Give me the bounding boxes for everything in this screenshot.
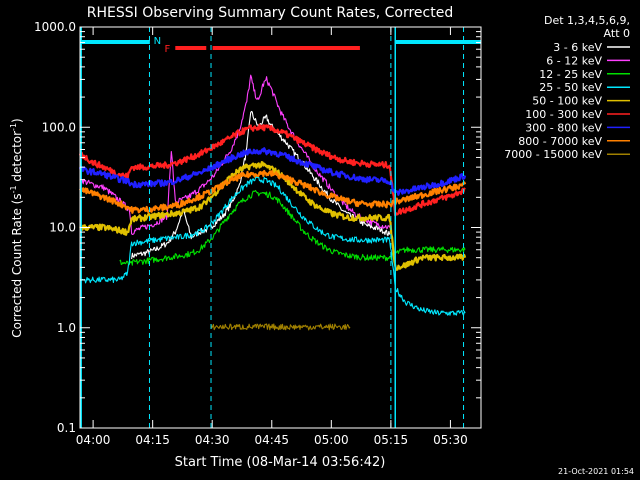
x-tick-label-0: 04:00	[76, 433, 111, 447]
annotation-n: N	[154, 36, 161, 47]
footer-date: 21-Oct-2021 01:54	[558, 467, 634, 476]
flare-bar-0	[175, 46, 207, 50]
x-tick-label-3: 04:45	[254, 433, 289, 447]
x-axis-label: Start Time (08-Mar-14 03:56:42)	[175, 455, 386, 470]
legend-label-8: 7000 - 15000 keV	[504, 148, 602, 161]
chart-title: RHESSI Observing Summary Count Rates, Co…	[87, 5, 453, 21]
series-line-3	[79, 176, 466, 316]
series-line-6	[78, 147, 467, 196]
series-line-8	[210, 323, 351, 331]
legend-label-0: 3 - 6 keV	[553, 41, 602, 54]
y-axis-label-sup1: -1	[9, 185, 18, 193]
x-tick-label-5: 05:15	[374, 433, 409, 447]
annotations-layer: NF	[154, 36, 171, 55]
x-tick-label-1: 04:15	[135, 433, 170, 447]
flare-bar-1	[212, 46, 360, 50]
legend-label-6: 300 - 800 keV	[525, 121, 602, 134]
legend-label-1: 6 - 12 keV	[546, 54, 602, 67]
night-bar-0	[80, 40, 150, 44]
legend-header-2: Att 0	[604, 27, 630, 40]
y-axis-label-sup2: -1	[9, 123, 18, 131]
y-tick-label-2: 10.0	[49, 221, 76, 235]
vertical-lines-layer	[80, 27, 465, 428]
legend-header-1: Det 1,3,4,5,6,9,	[544, 14, 630, 27]
series-line-0	[131, 110, 391, 260]
legend-label-3: 25 - 50 keV	[539, 81, 602, 94]
legend-label-4: 50 - 100 keV	[532, 95, 602, 108]
legend-label-7: 800 - 7000 keV	[518, 135, 602, 148]
night-bar-1	[395, 40, 481, 44]
series-line-5	[78, 123, 466, 217]
y-tick-label-1: 1.0	[57, 321, 76, 335]
y-axis-label-main: Corrected Count Rate (s	[10, 193, 24, 337]
x-tick-label-2: 04:30	[195, 433, 230, 447]
bars-layer	[80, 40, 481, 50]
legend-label-5: 100 - 300 keV	[525, 108, 602, 121]
x-tick-label-6: 05:30	[433, 433, 468, 447]
legend-label-2: 12 - 25 keV	[539, 68, 602, 81]
y-tick-label-0: 0.1	[57, 421, 76, 435]
y-axis-label-end: )	[10, 118, 24, 123]
y-tick-label-3: 100.0	[42, 120, 76, 134]
x-tick-label-4: 05:00	[314, 433, 349, 447]
y-axis-label: Corrected Count Rate (s-1 detector-1)	[9, 118, 24, 337]
annotation-f: F	[164, 44, 170, 55]
y-tick-label-4: 1000.0	[34, 20, 76, 34]
y-axis-label-mid: detector	[10, 131, 24, 186]
series-line-2	[119, 189, 466, 266]
y-ticks-layer: 0.1 1.0 10.0 100.0 1000.0	[34, 20, 481, 435]
series-layer	[78, 74, 467, 331]
x-ticks-layer: 04:00 04:15 04:30 04:45 05:00 05:15 05:30	[76, 27, 468, 447]
series-line-7	[79, 169, 467, 214]
series-line-4	[79, 161, 467, 271]
